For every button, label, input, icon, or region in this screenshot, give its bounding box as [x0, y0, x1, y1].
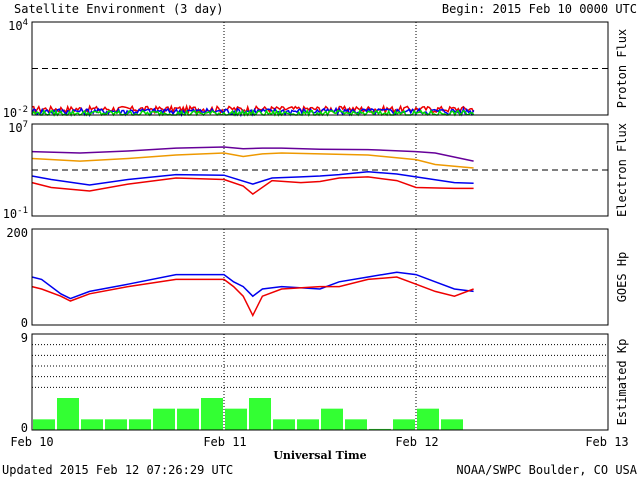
kp-bar: [153, 408, 175, 430]
panel-frame: [31, 123, 609, 217]
panel-frame: [31, 228, 609, 326]
panel-4: Estimated Kp: [31, 333, 629, 431]
kp-bar: [441, 419, 463, 430]
x-tick-label-feb11: Feb 11: [203, 435, 246, 449]
y-tick-label-top: 9: [21, 331, 28, 345]
y-axis-label: Proton Flux: [615, 29, 629, 108]
kp-bar: [129, 419, 151, 430]
kp-bar: [273, 419, 295, 430]
kp-bar: [369, 428, 391, 430]
updated-label: Updated 2015 Feb 12 07:26:29 UTC: [2, 463, 233, 477]
kp-bar: [225, 408, 247, 430]
panel-2: Electron Flux: [31, 123, 629, 217]
kp-bar: [345, 419, 367, 430]
panel-frame: [31, 333, 609, 431]
y-tick-label-bottom: 0: [21, 421, 28, 435]
y-tick-label-top: 200: [6, 226, 28, 240]
begin-label: Begin: 2015 Feb 10 0000 UTC: [442, 2, 637, 16]
kp-bar: [393, 419, 415, 430]
y-tick-label-bottom: 0: [21, 316, 28, 330]
kp-bar: [177, 408, 199, 430]
x-axis-label: Universal Time: [273, 449, 366, 462]
kp-bar: [321, 408, 343, 430]
panel-3: GOES Hp: [31, 228, 629, 326]
panel-1: Proton Flux: [31, 21, 629, 118]
kp-bar: [297, 419, 319, 430]
kp-bar: [33, 419, 55, 430]
y-axis-label: Estimated Kp: [615, 339, 629, 426]
series-line-blue: [31, 171, 474, 186]
series-line-red: [31, 176, 474, 196]
series-line-green: [31, 109, 475, 118]
y-axis-label: GOES Hp: [615, 252, 629, 303]
series-line-blue: [31, 271, 474, 300]
kp-bar: [201, 398, 223, 430]
x-tick-label-feb13: Feb 13: [585, 435, 628, 449]
y-axis-label: Electron Flux: [615, 123, 629, 217]
kp-bar: [105, 419, 127, 430]
chart-title: Satellite Environment (3 day): [14, 2, 224, 16]
x-tick-label-feb12: Feb 12: [395, 435, 438, 449]
kp-bar: [57, 398, 79, 430]
credit-label: NOAA/SWPC Boulder, CO USA: [456, 463, 637, 477]
x-tick-label-feb10: Feb 10: [10, 435, 53, 449]
kp-bar: [81, 419, 103, 430]
series-line-purple: [31, 146, 474, 162]
kp-bar: [417, 408, 439, 430]
kp-bar: [249, 398, 271, 430]
series-line-orange: [31, 152, 474, 169]
series-line-red: [31, 276, 474, 318]
panel-frame: [31, 21, 609, 116]
